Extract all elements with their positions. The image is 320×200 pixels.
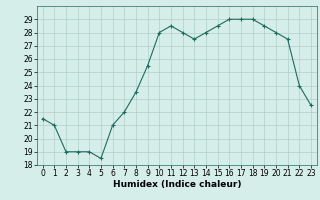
X-axis label: Humidex (Indice chaleur): Humidex (Indice chaleur) bbox=[113, 180, 241, 189]
